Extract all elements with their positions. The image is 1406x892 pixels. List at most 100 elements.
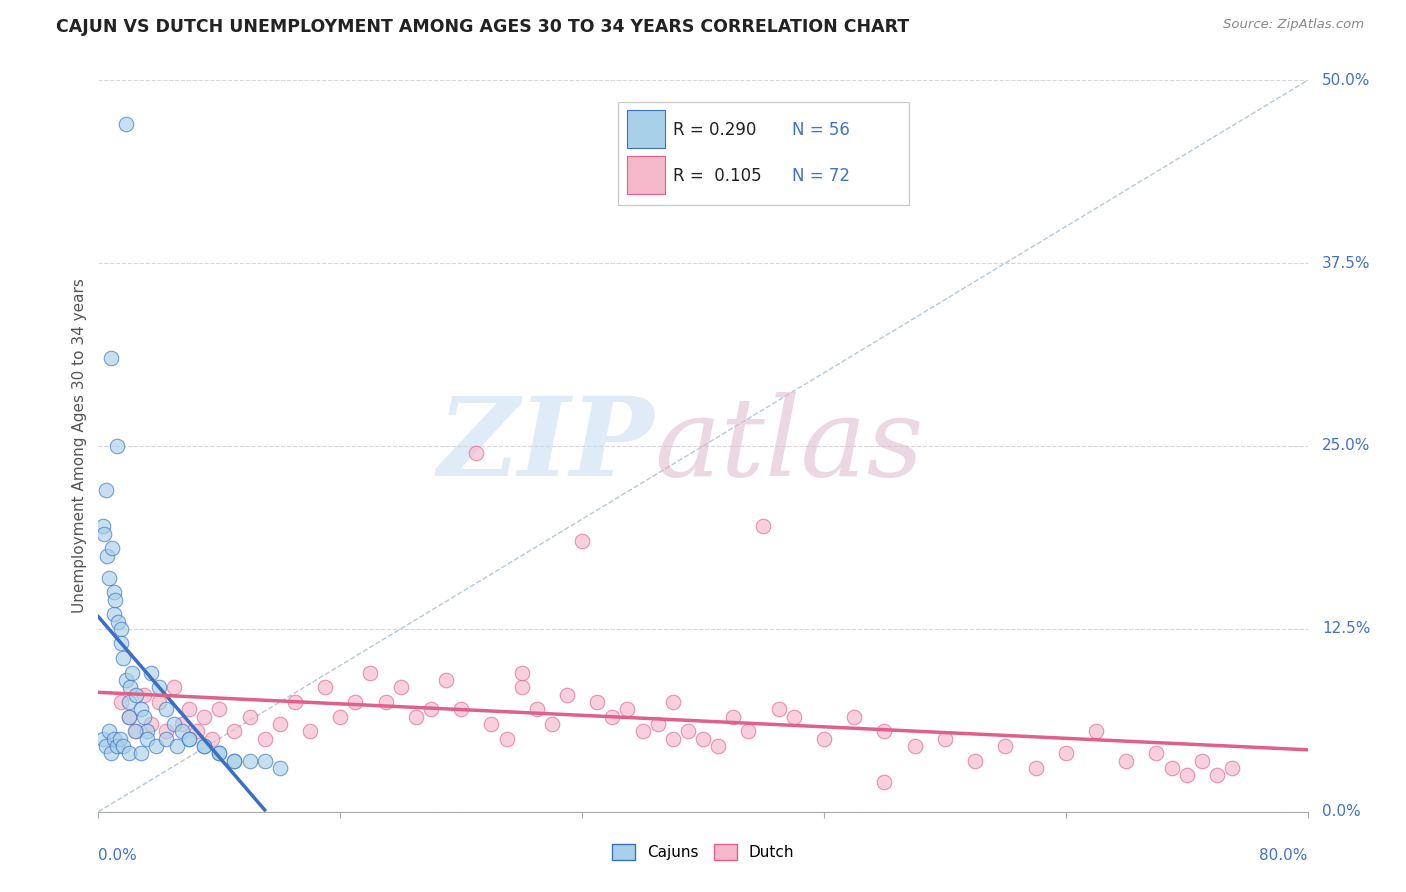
Point [118,709,141,723]
Point [994,739,1017,753]
Point [135,724,157,739]
Point [1206,768,1229,782]
Point [224,754,246,768]
Point [239,754,262,768]
Point [110,636,132,650]
Point [163,717,186,731]
FancyBboxPatch shape [627,156,665,194]
Point [904,739,927,753]
Point [737,724,759,739]
Point [465,446,488,460]
Point [631,724,654,739]
Point [707,739,730,753]
Point [93,526,115,541]
Point [873,724,896,739]
Point [104,592,127,607]
Point [208,746,231,760]
Point [420,702,443,716]
Point [101,541,124,556]
Point [100,351,122,366]
Point [94,483,117,497]
Point [98,571,121,585]
Point [555,688,578,702]
Point [510,665,533,680]
Point [1085,724,1108,739]
Point [118,709,141,723]
Point [253,731,276,746]
Point [692,731,714,746]
Y-axis label: Unemployment Among Ages 30 to 34 years: Unemployment Among Ages 30 to 34 years [72,278,87,614]
Point [1054,746,1077,760]
Point [540,717,562,731]
Text: 0.0%: 0.0% [98,848,138,863]
Point [1160,761,1182,775]
Point [124,724,146,739]
Point [186,724,208,739]
Point [752,519,775,533]
Point [965,754,987,768]
Point [135,731,157,746]
Point [166,739,188,753]
Point [179,702,201,716]
Point [125,688,148,702]
Point [91,731,114,746]
Point [121,665,143,680]
Point [344,695,367,709]
Point [170,717,193,731]
Point [179,731,201,746]
Point [193,709,215,723]
Point [111,651,134,665]
Point [224,754,246,768]
Point [208,746,231,760]
Point [314,681,336,695]
Point [96,549,118,563]
Point [129,746,152,760]
Text: CAJUN VS DUTCH UNEMPLOYMENT AMONG AGES 30 TO 34 YEARS CORRELATION CHART: CAJUN VS DUTCH UNEMPLOYMENT AMONG AGES 3… [56,18,910,36]
Point [111,739,134,753]
Point [105,739,128,753]
Point [94,739,117,753]
Point [98,724,121,739]
Text: Source: ZipAtlas.com: Source: ZipAtlas.com [1223,18,1364,31]
Point [434,673,457,687]
Text: R =  0.105: R = 0.105 [673,167,762,185]
Point [145,739,167,753]
Point [201,731,224,746]
Point [179,731,201,746]
Point [1024,761,1046,775]
Point [495,731,517,746]
Point [269,717,291,731]
Point [1115,754,1137,768]
Point [647,717,669,731]
Point [284,695,307,709]
Point [389,681,412,695]
Point [163,681,186,695]
Point [405,709,427,723]
Text: N = 56: N = 56 [793,121,851,139]
Point [224,724,246,739]
Point [360,665,382,680]
Point [329,709,352,723]
Point [110,622,132,636]
Text: 50.0%: 50.0% [1322,73,1371,87]
Point [91,519,114,533]
Point [873,775,896,789]
Point [110,695,132,709]
Point [661,695,683,709]
Point [616,702,638,716]
Point [148,681,170,695]
Point [193,739,215,753]
Point [1175,768,1198,782]
Point [526,702,548,716]
Point [155,731,177,746]
Legend: Cajuns, Dutch: Cajuns, Dutch [606,838,800,866]
Text: N = 72: N = 72 [793,167,851,185]
Point [934,731,956,746]
Text: R = 0.290: R = 0.290 [673,121,756,139]
Point [103,585,125,599]
Point [481,717,503,731]
Text: ZIP: ZIP [439,392,655,500]
Point [571,534,593,549]
Text: 37.5%: 37.5% [1322,256,1371,270]
Point [103,607,125,622]
